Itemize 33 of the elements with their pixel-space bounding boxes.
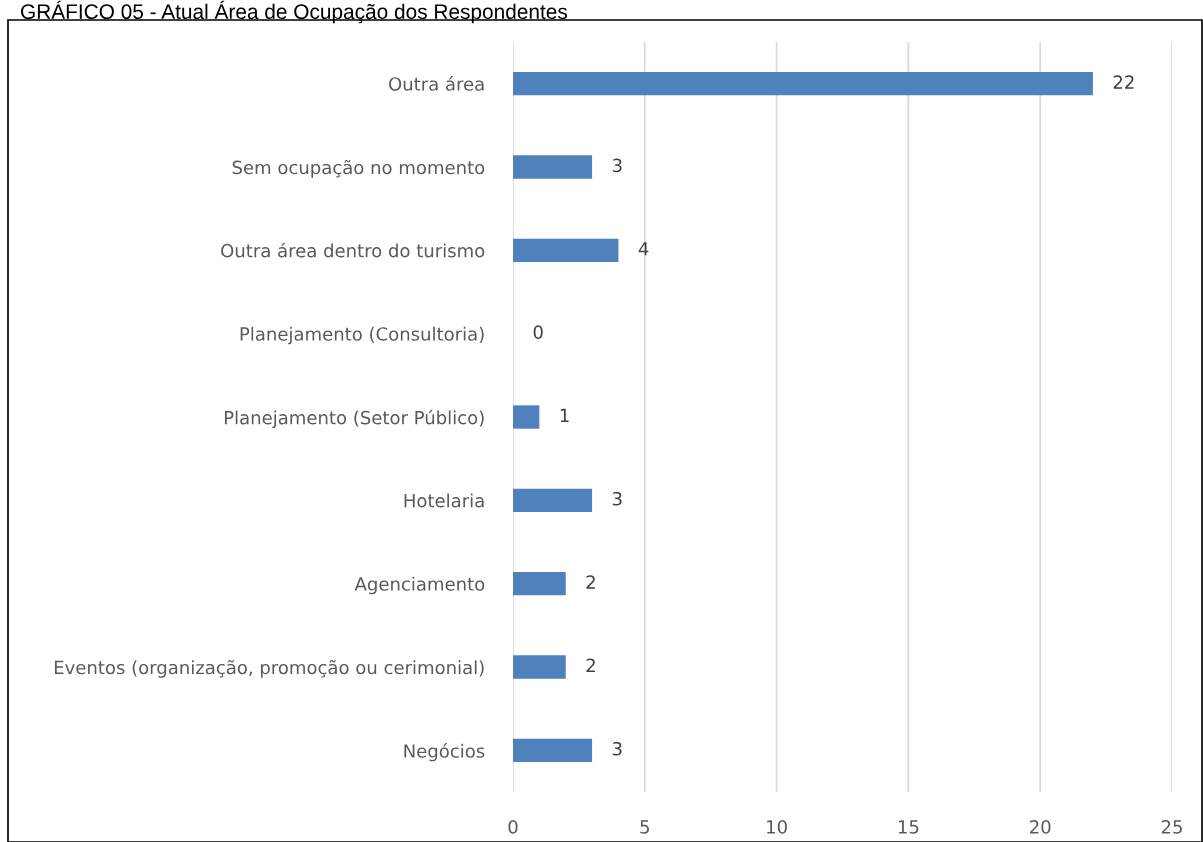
- y-tick-label: Negócios: [404, 743, 485, 762]
- y-tick-label: Planejamento (Consultoria): [240, 326, 484, 345]
- y-tick-label: Outra área dentro do turismo: [221, 242, 485, 258]
- data-label: 3: [612, 491, 622, 506]
- x-tick-label: 5: [640, 820, 649, 834]
- data-label: 2: [586, 658, 595, 672]
- y-tick-label: Outra área: [389, 76, 484, 91]
- data-label: 1: [560, 408, 569, 422]
- y-tick-label: Agenciamento: [354, 576, 485, 595]
- bar: [513, 655, 566, 679]
- x-tick-label: 15: [898, 820, 919, 834]
- bar: [513, 155, 593, 179]
- x-tick-label: 0: [508, 820, 518, 834]
- bar: [513, 405, 540, 429]
- y-tick-label: Planejamento (Setor Público): [224, 409, 484, 428]
- text: GRÁFICO 05 - Atual Área de Ocupação dos Respondentes: [21, 0, 568, 24]
- data-label: 3: [612, 741, 622, 756]
- data-label: 2: [586, 575, 595, 589]
- data-label: 4: [638, 242, 649, 256]
- y-tick-label: Eventos (organização, promoção ou cerimonial): [54, 659, 484, 678]
- y-tick-label: Hotelaria: [404, 493, 484, 508]
- bar: [513, 488, 593, 512]
- bar: [513, 738, 593, 762]
- bar: [513, 238, 619, 262]
- y-tick-label: Sem ocupação no momento: [232, 159, 485, 178]
- data-label: 22: [1113, 75, 1134, 89]
- x-tick-label: 25: [1161, 820, 1182, 834]
- data-label: 0: [533, 325, 543, 339]
- bar: [513, 572, 566, 596]
- x-tick-label: 20: [1030, 820, 1051, 834]
- bar: [513, 72, 1093, 96]
- data-label: 3: [612, 158, 622, 173]
- x-tick-label: 10: [767, 820, 787, 834]
